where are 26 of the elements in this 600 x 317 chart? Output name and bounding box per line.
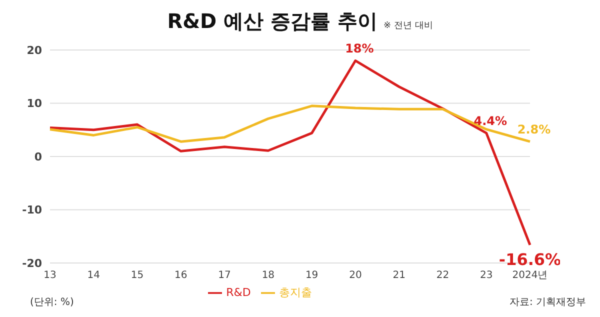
x-tick-label: 20	[349, 270, 362, 282]
x-tick-label: 21	[392, 270, 406, 282]
y-tick-label: -20	[22, 256, 42, 270]
data-label: 4.4%	[474, 114, 508, 128]
x-tick-label: 16	[174, 270, 188, 282]
x-tick-label: 23	[480, 270, 493, 282]
text: (단위: %)	[30, 296, 74, 309]
x-tick-label: 22	[436, 270, 450, 282]
x-tick-label: 15	[130, 270, 144, 282]
chart-title: R&D 예산 증감률 추이	[167, 9, 378, 33]
x-tick-label: 19	[305, 270, 318, 282]
y-tick-label: 20	[26, 44, 42, 57]
chart-subtitle: ※ 전년 대비	[384, 21, 433, 31]
x-tick-label: 17	[218, 270, 231, 282]
text: 자료: 기획재정부	[509, 296, 586, 309]
data-label: 18%	[345, 42, 374, 56]
y-tick-label: -10	[22, 204, 42, 217]
x-tick-label: 14	[87, 270, 100, 282]
legend-label: 총지출	[278, 286, 312, 299]
x-tick-label: 13	[44, 270, 56, 282]
x-tick-label: 2024년	[512, 270, 548, 282]
y-tick-label: 0	[34, 150, 42, 164]
legend-label: R&D	[226, 286, 251, 299]
data-label: 2.8%	[517, 122, 551, 137]
y-tick-label: 10	[26, 97, 42, 110]
x-tick-label: 18	[262, 270, 275, 282]
